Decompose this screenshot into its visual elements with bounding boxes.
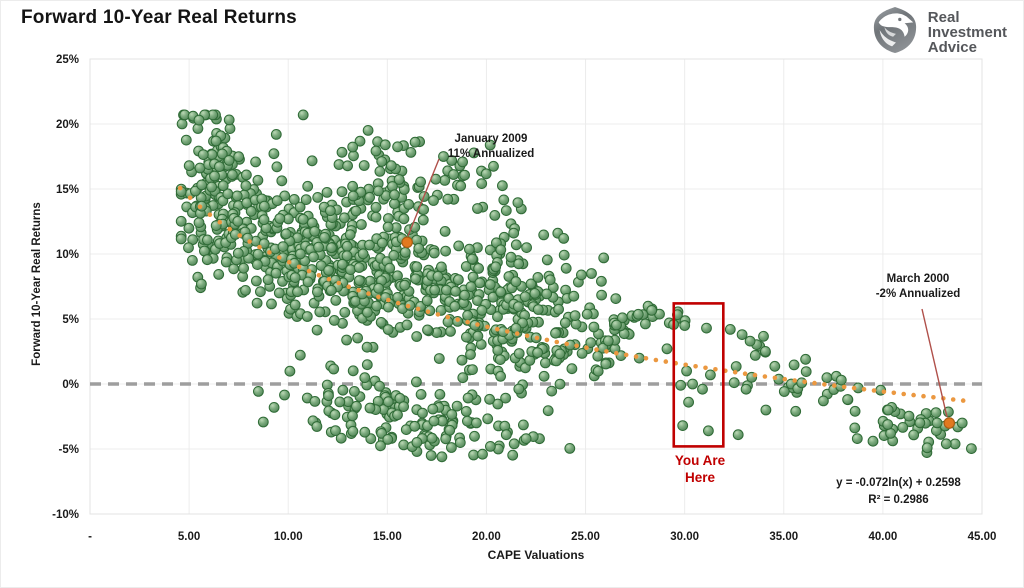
y-tick-label: 25% [56,54,79,66]
y-tick-label: 0% [62,379,79,391]
y-tick-label: -5% [59,444,79,456]
x-axis-title: CAPE Valuations [487,548,585,562]
scatter-points [175,109,977,463]
y-tick-label: 20% [56,119,79,131]
annotation-marks [407,158,948,448]
y-tick-label: 15% [56,184,79,196]
page-title: Forward 10-Year Real Returns [21,7,297,28]
x-tick-label: 15.00 [373,531,402,543]
brand-name: Real Investment Advice [927,9,1007,56]
y-tick-label: -10% [52,509,79,521]
eagle-logo-icon [870,6,920,59]
trendline-dots [177,185,966,403]
x-tick-label: 45.00 [968,531,997,543]
x-tick-label: 10.00 [274,531,303,543]
x-tick-label: - [88,531,92,543]
x-tick-label: 35.00 [769,531,798,543]
x-tick-label: 25.00 [571,531,600,543]
highlighted-points [401,236,956,429]
regression-equation: y = -0.072ln(x) + 0.2598 R² = 0.2986 [836,477,961,506]
x-tick-label: 5.00 [178,531,200,543]
x-tick-label: 40.00 [868,531,897,543]
annotation-january-2009: January 2009 11% Annualized [447,133,535,160]
brand-logo: Real Investment Advice [870,6,1007,59]
x-tick-label: 20.00 [472,531,501,543]
x-tick-label: 30.00 [670,531,699,543]
y-axis-title: Forward 10-Year Real Returns [31,202,43,366]
axis-tick-labels: - 5.00 10.00 15.00 20.00 25.00 30.00 35.00 40.00… [52,54,996,543]
you-are-here-label: You Are Here [674,453,726,485]
y-tick-label: 5% [62,314,79,326]
y-tick-label: 10% [56,249,79,261]
annotation-march-2000: March 2000 -2% Annualized [875,273,961,300]
